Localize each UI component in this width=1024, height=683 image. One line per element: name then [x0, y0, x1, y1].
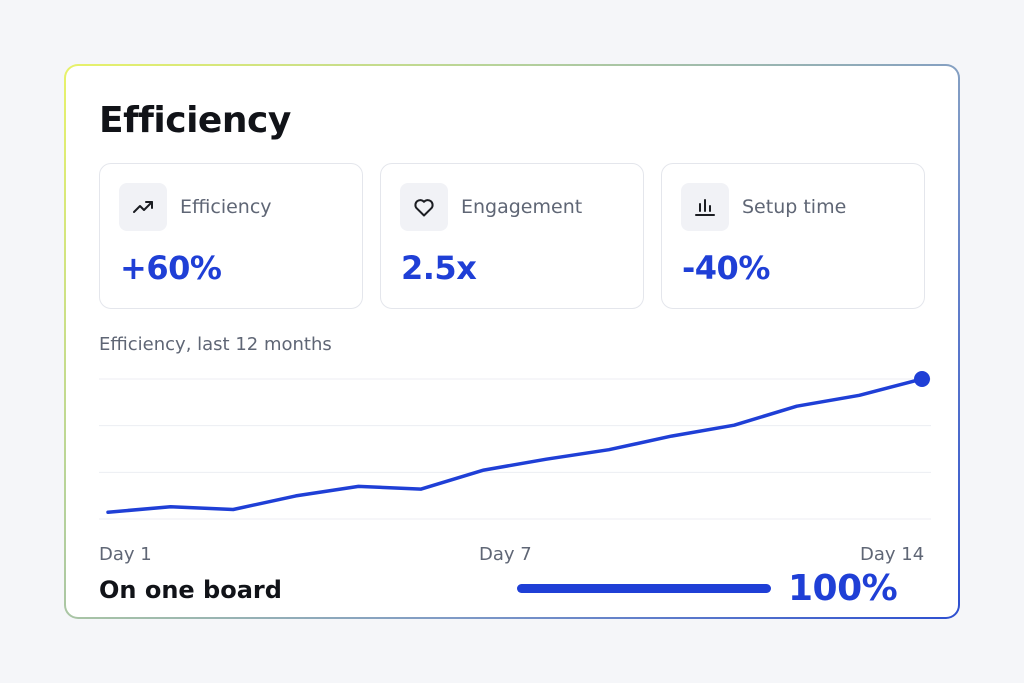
efficiency-card: Efficiency Efficiency +60% Engagement 2.…: [64, 64, 960, 619]
progress-bar: [517, 584, 771, 593]
series-line: [106, 377, 924, 514]
stat-card-engagement: Engagement 2.5x: [380, 163, 644, 309]
efficiency-line-chart: [99, 371, 931, 520]
trending-up-icon: [119, 183, 167, 231]
stat-label: Engagement: [461, 196, 583, 218]
bar-chart-icon: [681, 183, 729, 231]
x-tick-label: Day 7: [479, 544, 532, 565]
series-endpoint-marker: [914, 371, 930, 387]
card-title: Efficiency: [99, 100, 291, 141]
efficiency-card-body: Efficiency Efficiency +60% Engagement 2.…: [66, 66, 958, 617]
stat-card-efficiency: Efficiency +60%: [99, 163, 363, 309]
progress-bar-fill: [517, 584, 771, 593]
footer-label: On one board: [99, 576, 282, 604]
stat-value: 2.5x: [401, 249, 477, 287]
stat-label: Efficiency: [180, 196, 272, 218]
progress-value: 100%: [788, 568, 898, 609]
x-tick-label: Day 14: [860, 544, 925, 565]
stat-value: -40%: [682, 249, 770, 287]
x-tick-label: Day 1: [99, 544, 152, 565]
stat-label: Setup time: [742, 196, 847, 218]
stat-card-setup-time: Setup time -40%: [661, 163, 925, 309]
chart-caption: Efficiency, last 12 months: [99, 334, 332, 355]
stat-value: +60%: [120, 249, 222, 287]
heart-icon: [400, 183, 448, 231]
